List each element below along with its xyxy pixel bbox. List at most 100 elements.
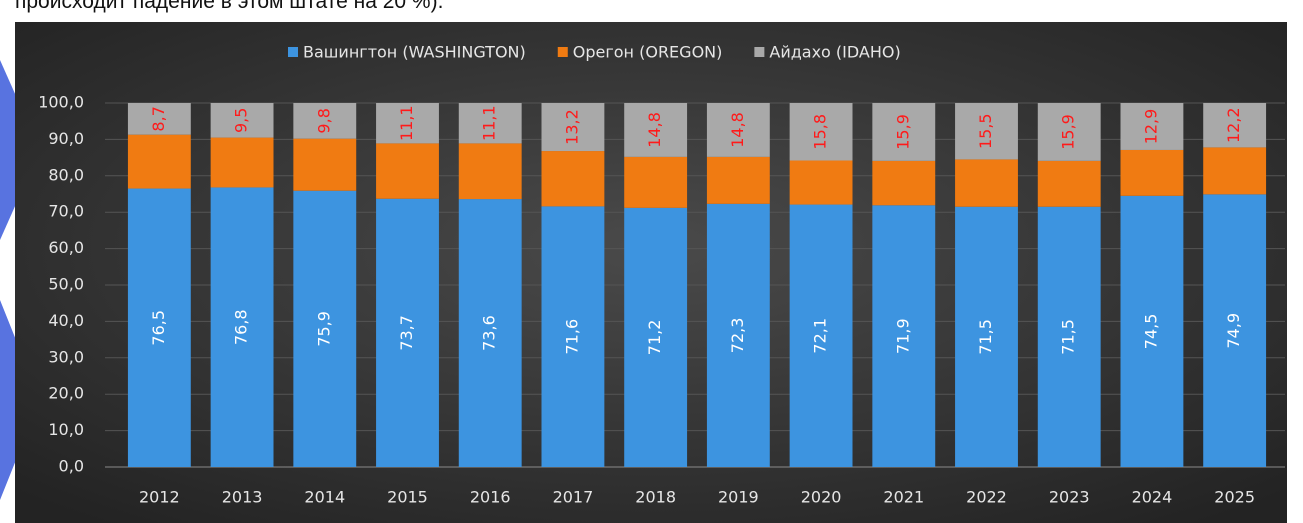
x-tick-label: 2012: [139, 488, 180, 507]
x-tick-label: 2025: [1214, 488, 1255, 507]
bar-segment: [1120, 149, 1184, 196]
x-tick-label: 2020: [801, 488, 842, 507]
data-label: 76,8: [232, 309, 251, 345]
x-tick-label: 2024: [1132, 488, 1173, 507]
x-tick-label: 2014: [304, 488, 345, 507]
bar-segment: [955, 103, 1018, 160]
y-tick-label: 0,0: [59, 457, 84, 476]
bar-segment: [624, 207, 688, 467]
y-tick-label: 80,0: [48, 165, 84, 184]
bar-segment: [1037, 160, 1101, 207]
x-tick-label: 2016: [470, 488, 511, 507]
bar-segment: [376, 198, 439, 467]
bar-segment: [127, 134, 191, 189]
data-label: 15,9: [893, 114, 912, 150]
bar-segment: [458, 143, 522, 200]
bar-segment: [210, 137, 274, 188]
x-tick-label: 2021: [883, 488, 924, 507]
legend-swatch: [288, 47, 298, 57]
data-label: 71,5: [1059, 319, 1078, 355]
bar-segment: [458, 199, 522, 467]
bar-segment: [541, 206, 605, 467]
bar-segment: [1120, 103, 1184, 150]
data-label: 75,9: [314, 311, 333, 347]
data-label: 72,1: [811, 318, 830, 354]
bar-segment: [789, 160, 853, 205]
x-tick-label: 2017: [553, 488, 594, 507]
legend-swatch: [754, 47, 765, 57]
bar-segment: [210, 103, 274, 138]
data-label: 11,1: [397, 105, 416, 141]
y-tick-label: 10,0: [48, 420, 84, 439]
bar-segment: [541, 103, 605, 152]
legend-label: Орегон (OREGON): [573, 43, 723, 62]
data-label: 14,8: [645, 112, 664, 148]
bar-segment: [955, 159, 1018, 207]
bar-segment: [789, 204, 853, 467]
bar-segment: [872, 103, 936, 161]
bar-segment: [1203, 147, 1267, 195]
y-tick-label: 30,0: [48, 347, 84, 366]
data-label: 15,8: [811, 114, 830, 150]
data-label: 76,5: [149, 310, 168, 346]
x-tick-label: 2022: [966, 488, 1007, 507]
data-label: 11,1: [480, 105, 499, 141]
data-label: 74,5: [1141, 314, 1160, 350]
x-tick-label: 2023: [1049, 488, 1090, 507]
data-label: 71,9: [893, 318, 912, 354]
bar-segment: [541, 151, 605, 207]
bar-segment: [1037, 206, 1101, 468]
legend-label: Вашингтон (WASHINGTON): [303, 43, 526, 62]
x-tick-label: 2019: [718, 488, 759, 507]
y-tick-label: 40,0: [48, 311, 84, 330]
y-tick-label: 50,0: [48, 275, 84, 294]
bar-segment: [293, 190, 357, 467]
bar-segment: [376, 143, 439, 199]
y-tick-label: 60,0: [48, 238, 84, 257]
data-label: 73,7: [397, 315, 416, 351]
bar-segment: [1203, 103, 1267, 148]
bar-segment: [210, 187, 274, 467]
data-label: 9,8: [314, 108, 333, 133]
bar-segment: [624, 103, 688, 157]
bar-segment: [955, 206, 1018, 468]
data-label: 13,2: [562, 109, 581, 145]
y-tick-label: 100,0: [38, 93, 84, 112]
legend-swatch: [557, 47, 568, 57]
caption: происходит падение в этом штате на 20 %)…: [15, 0, 444, 13]
bar-segment: [706, 156, 770, 204]
bar-segment: [872, 160, 936, 206]
bar-segment: [872, 205, 936, 467]
data-label: 71,6: [562, 319, 581, 355]
bar-segment: [293, 103, 357, 139]
data-label: 12,2: [1224, 107, 1243, 143]
x-tick-label: 2015: [387, 488, 428, 507]
bar-segment: [458, 103, 522, 144]
y-tick-label: 20,0: [48, 384, 84, 403]
y-tick-label: 90,0: [48, 129, 84, 148]
data-label: 72,3: [728, 318, 747, 354]
x-tick-label: 2018: [635, 488, 676, 507]
data-label: 74,9: [1224, 313, 1243, 349]
data-label: 9,5: [232, 108, 251, 133]
legend-label: Айдахо (IDAHO): [769, 43, 900, 62]
data-label: 73,6: [480, 315, 499, 351]
bar-segment: [1037, 103, 1101, 161]
data-label: 71,5: [976, 319, 995, 355]
bar-segment: [127, 103, 191, 135]
bar-segment: [706, 203, 770, 467]
bar-segment: [706, 103, 770, 157]
data-label: 71,2: [645, 320, 664, 356]
y-tick-label: 70,0: [48, 202, 84, 221]
bar-segment: [1120, 195, 1184, 467]
data-label: 8,7: [149, 106, 168, 131]
bar-segment: [127, 188, 191, 468]
data-label: 15,9: [1059, 114, 1078, 150]
bar-segment: [1203, 194, 1267, 467]
bar-segment: [789, 103, 853, 161]
bar-segment: [293, 138, 357, 191]
data-label: 12,9: [1141, 109, 1160, 145]
bar-segment: [624, 156, 688, 208]
